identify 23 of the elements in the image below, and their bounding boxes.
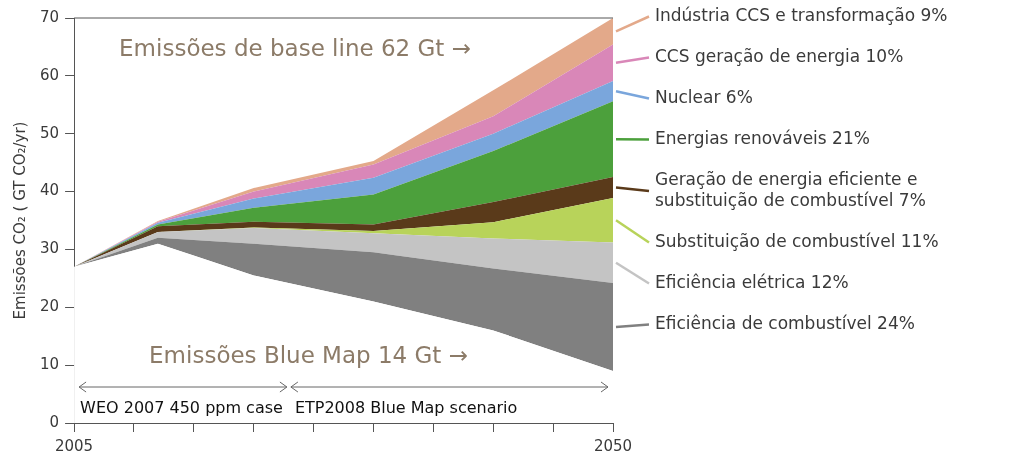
legend-label: Eficiência de combustível 24% [655,312,915,333]
annotation: Emissões de base line 62 Gt → [119,34,471,61]
y-tick-label: 20 [39,297,60,316]
y-tick-label: 40 [39,181,60,200]
legend-label: Nuclear 6% [655,86,753,107]
legend-label: Indústria CCS e transformação 9% [655,4,948,25]
annotation: ETP2008 Blue Map scenario [294,398,518,418]
legend-label: Energias renováveis 21% [655,127,870,148]
annotation: Emissões Blue Map 14 Gt → [149,341,468,368]
y-tick-label: 60 [39,65,60,84]
annotation: WEO 2007 450 ppm case [80,398,283,418]
legend-label: Geração de energia eficiente e substituição de combustível 7% [655,168,926,210]
y-axis-title: Emissões CO₂ ( GT CO₂/yr) [10,121,29,320]
x-tick-label: 2050 [593,436,633,455]
legend-label: Substituição de combustível 11% [655,230,939,251]
legend-label: Eficiência elétrica 12% [655,271,849,292]
y-tick-label: 50 [39,123,60,142]
y-tick-label: 70 [39,7,60,26]
y-tick-label: 10 [39,355,60,374]
y-tick-label: 30 [39,239,60,258]
y-tick-label: 0 [49,412,60,431]
legend-label: CCS geração de energia 10% [655,45,904,66]
x-tick-label: 2005 [54,436,94,455]
